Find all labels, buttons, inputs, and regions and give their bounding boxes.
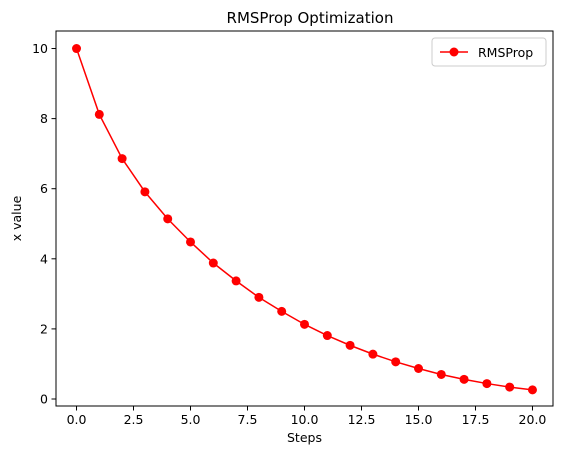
data-point	[94, 109, 104, 119]
y-axis-title: x value	[9, 195, 24, 241]
x-tick-label: 17.5	[462, 412, 490, 427]
y-tick-label: 0	[40, 391, 48, 406]
data-point	[413, 364, 423, 373]
data-point	[459, 374, 469, 384]
data-point	[140, 187, 150, 197]
y-axis: 0 2 4 6 8 10	[32, 41, 56, 406]
data-point	[482, 379, 492, 389]
data-point	[231, 276, 241, 286]
data-point	[527, 385, 537, 395]
data-point	[277, 306, 287, 316]
x-tick-label: 7.5	[238, 412, 258, 427]
y-tick-label: 6	[40, 181, 48, 196]
data-point	[72, 44, 82, 54]
data-point	[345, 340, 355, 350]
x-tick-label: 5.0	[181, 412, 201, 427]
data-point	[436, 369, 446, 379]
data-point	[505, 382, 515, 392]
x-tick-label: 10.0	[291, 412, 319, 427]
data-point	[117, 154, 127, 164]
legend-box	[431, 37, 547, 67]
x-tick-label: 0.0	[67, 412, 87, 427]
data-point	[163, 214, 173, 224]
series-layer	[72, 44, 537, 395]
data-point	[254, 292, 264, 302]
plot-area	[55, 30, 554, 407]
data-point	[391, 357, 401, 367]
x-tick-label: 15.0	[405, 412, 433, 427]
data-point	[300, 319, 309, 329]
x-axis-title: Steps	[287, 430, 322, 445]
y-tick-label: 2	[40, 321, 48, 336]
legend-marker-swatch	[449, 47, 459, 57]
chart-title: RMSProp Optimization	[227, 9, 394, 27]
legend-label: RMSProp	[478, 45, 533, 60]
x-axis: 0.0 2.5 5.0 7.5 10.0 12.5 15.0 17.5 20.0	[67, 406, 547, 427]
y-tick-label: 4	[40, 251, 48, 266]
x-tick-label: 12.5	[348, 412, 376, 427]
x-tick-label: 20.0	[519, 412, 547, 427]
data-point	[322, 331, 332, 341]
legend: RMSProp	[431, 37, 547, 67]
data-point	[208, 258, 218, 268]
y-tick-label: 8	[40, 111, 48, 126]
y-tick-label: 10	[32, 41, 48, 56]
data-point	[186, 237, 196, 247]
x-tick-label: 2.5	[124, 412, 144, 427]
data-point	[368, 349, 378, 359]
